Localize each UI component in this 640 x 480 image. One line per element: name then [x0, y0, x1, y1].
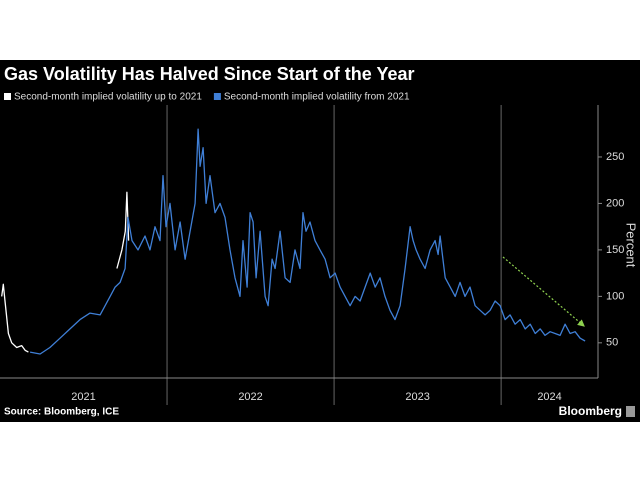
y-tick-label: 200: [606, 197, 624, 209]
source: Source: Bloomberg, ICE: [4, 407, 119, 418]
y-tick-label: 150: [606, 244, 624, 256]
y-tick-label: 250: [606, 151, 624, 163]
legend-swatch: [4, 93, 11, 100]
brand-icon: [626, 406, 635, 417]
legend-swatch: [213, 93, 221, 100]
x-tick-label: 2024: [537, 391, 561, 403]
y-tick-label: 100: [606, 290, 624, 302]
brand: Bloomberg: [559, 404, 622, 418]
series-line: [1, 191, 130, 353]
x-tick-label: 2021: [71, 391, 95, 403]
x-tick-label: 2022: [238, 391, 262, 403]
trend-arrow: [502, 256, 585, 327]
series-line: [29, 128, 586, 355]
x-tick-label: 2023: [405, 391, 429, 403]
legend-label: Second-month implied volatility up to 20…: [14, 92, 202, 103]
legend-label: Second-month implied volatility from 202…: [224, 92, 410, 103]
y-axis-label: Percent: [624, 223, 639, 268]
chart-background: [0, 60, 640, 422]
chart-title: Gas Volatility Has Halved Since Start of…: [4, 64, 415, 84]
y-tick-label: 50: [606, 337, 618, 349]
